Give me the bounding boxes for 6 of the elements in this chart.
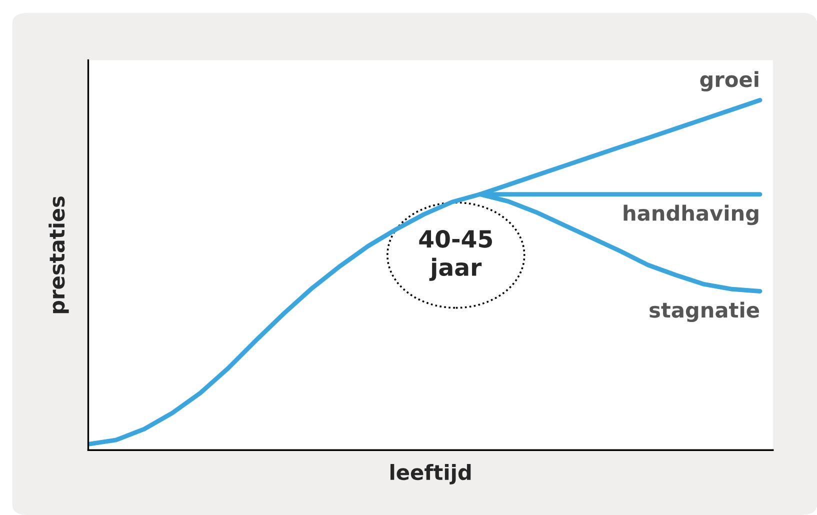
annotation: 40-45 jaar	[419, 230, 492, 281]
x-axis-title: leeftijd	[390, 464, 471, 484]
series-label: handhaving	[624, 204, 758, 226]
series-label: stagnatie	[650, 302, 759, 322]
y-axis-title: prestaties	[48, 196, 69, 314]
series-label: groei	[700, 71, 758, 92]
